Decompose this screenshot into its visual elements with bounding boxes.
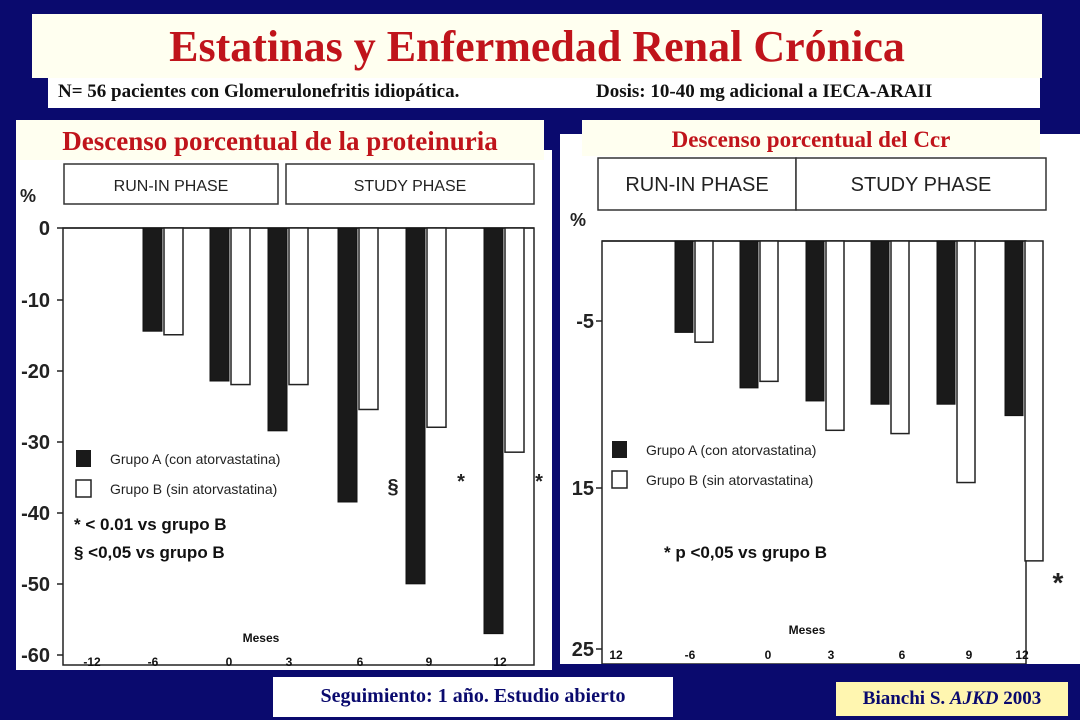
- undefined-x-tick-label: 9: [966, 648, 973, 662]
- undefined-x-tick-label: 3: [286, 655, 293, 669]
- undefined-bar-grupo-a: [405, 227, 426, 585]
- undefined-bar-grupo-b: [504, 227, 525, 453]
- undefined-bar-marker: §: [387, 476, 398, 498]
- undefined-bar-grupo-b: [956, 240, 976, 484]
- undefined-y-axis-label: %: [20, 186, 36, 206]
- undefined-bar-grupo-a: [870, 240, 890, 405]
- undefined-y-tick-label: -20: [21, 361, 50, 383]
- undefined-bar-marker: *: [1053, 567, 1064, 598]
- undefined-y-tick-label: -60: [21, 645, 50, 667]
- undefined-bar-grupo-a: [267, 227, 288, 432]
- undefined-y-tick-label: -50: [21, 574, 50, 596]
- citation-journal: AJKD: [949, 688, 999, 709]
- undefined-note: * p <0,05 vs grupo B: [664, 543, 827, 562]
- undefined-bar-grupo-a: [805, 240, 825, 402]
- undefined-bar-grupo-b: [163, 227, 184, 336]
- undefined-bar-grupo-b: [1024, 240, 1044, 562]
- undefined-bar-marker: *: [457, 471, 465, 493]
- undefined-bar-marker: *: [535, 471, 543, 493]
- footer-box: Seguimiento: 1 año. Estudio abierto: [272, 676, 674, 718]
- undefined-phase-label: RUN-IN PHASE: [114, 178, 229, 195]
- undefined-bar-grupo-a: [739, 240, 759, 389]
- undefined-bar-grupo-a: [1004, 240, 1024, 417]
- citation-box: Bianchi S. AJKD 2003: [836, 682, 1068, 716]
- undefined-bar-grupo-a: [209, 227, 230, 382]
- undefined-legend-label-a: Grupo A (con atorvastatina): [646, 442, 816, 458]
- undefined-y-tick-label: 25: [572, 639, 594, 661]
- slide-title: Estatinas y Enfermedad Renal Crónica: [169, 22, 905, 71]
- undefined-x-tick-label: 12: [1015, 648, 1029, 662]
- footer-text: Seguimiento: 1 año. Estudio abierto: [320, 685, 626, 707]
- undefined-phase-box: [795, 157, 1047, 211]
- undefined-x-tick-label: 0: [226, 655, 233, 669]
- citation-year: 2003: [1003, 688, 1042, 709]
- undefined-y-tick-label: 15: [572, 478, 594, 500]
- undefined-x-tick-label: 0: [765, 648, 772, 662]
- undefined-bar-grupo-a: [483, 227, 504, 635]
- undefined-x-axis-label: Meses: [243, 631, 280, 645]
- undefined-bar-grupo-b: [890, 240, 910, 435]
- undefined-bar-grupo-b: [759, 240, 779, 383]
- undefined-note: * < 0.01 vs grupo B: [74, 515, 227, 534]
- undefined-y-tick-label: -30: [21, 432, 50, 454]
- undefined-phase-box: [597, 157, 797, 211]
- undefined-bar-grupo-a: [337, 227, 358, 503]
- proteinuria-panel: RUN-IN PHASE STUDY PHASE 0 -10 -20 -30 -40 -50 -…: [16, 150, 552, 670]
- citation: Bianchi S. AJKD 2003: [836, 688, 1068, 710]
- undefined-legend-label-b: Grupo B (sin atorvastatina): [110, 481, 277, 497]
- undefined-legend-swatch-b: [75, 479, 92, 498]
- undefined-legend-label-a: Grupo A (con atorvastatina): [110, 451, 280, 467]
- undefined-bar-grupo-b: [358, 227, 379, 411]
- undefined-bar-grupo-b: [230, 227, 251, 386]
- undefined-x-tick-label: -12: [83, 655, 101, 669]
- undefined-bar-grupo-a: [674, 240, 694, 333]
- undefined-legend-swatch-b: [611, 470, 628, 489]
- undefined-y-tick-label: -5: [576, 311, 594, 333]
- undefined-x-tick-label: -6: [685, 648, 696, 662]
- undefined-y-tick-label: -10: [21, 290, 50, 312]
- undefined-bar-grupo-b: [288, 227, 309, 386]
- proteinuria-chart-title: Descenso porcentual de la proteinuria: [16, 120, 544, 160]
- subtitle-banner: N= 56 pacientes con Glomerulonefritis id…: [48, 78, 1040, 108]
- undefined-x-tick-label: 6: [899, 648, 906, 662]
- undefined-x-tick-label: 12: [609, 648, 623, 662]
- undefined-x-tick-label: 3: [828, 648, 835, 662]
- ccr-chart: RUN-IN PHASE STUDY PHASE -5 15 25% * Grupo A (…: [570, 157, 1064, 665]
- undefined-y-tick-label: -40: [21, 503, 50, 525]
- undefined-x-tick-label: 9: [426, 655, 433, 669]
- undefined-phase-box: [285, 163, 535, 205]
- undefined-x-tick-label: 12: [493, 655, 507, 669]
- undefined-x-tick-label: 6: [357, 655, 364, 669]
- ccr-chart-title: Descenso porcentual del Ccr: [582, 120, 1040, 156]
- undefined-y-tick-label: 0: [39, 218, 50, 240]
- undefined-note: § <0,05 vs grupo B: [74, 543, 225, 562]
- undefined-bar-grupo-b: [825, 240, 845, 432]
- citation-author: Bianchi S.: [862, 688, 946, 709]
- undefined-x-tick-label: -6: [148, 655, 159, 669]
- undefined-legend-swatch-a: [76, 450, 91, 467]
- undefined-x-axis-label: Meses: [789, 623, 826, 637]
- undefined-bar-grupo-b: [694, 240, 714, 343]
- title-banner: Estatinas y Enfermedad Renal Crónica: [32, 14, 1042, 78]
- undefined-phase-box: [63, 163, 279, 205]
- undefined-legend-label-b: Grupo B (sin atorvastatina): [646, 472, 813, 488]
- undefined-legend-swatch-a: [612, 441, 627, 458]
- undefined-y-axis-label: %: [570, 210, 586, 230]
- undefined-bar-grupo-b: [426, 227, 447, 429]
- subtitle-dose: Dosis: 10-40 mg adicional a IECA-ARAII: [596, 81, 933, 102]
- undefined-bar-grupo-a: [936, 240, 956, 405]
- proteinuria-chart: RUN-IN PHASE STUDY PHASE 0 -10 -20 -30 -40 -50 -…: [20, 163, 543, 669]
- undefined-phase-label: RUN-IN PHASE: [625, 174, 768, 196]
- subtitle-patients: N= 56 pacientes con Glomerulonefritis id…: [58, 81, 460, 102]
- ccr-panel: RUN-IN PHASE STUDY PHASE -5 15 25% * Grupo A (…: [560, 134, 1080, 665]
- undefined-phase-label: STUDY PHASE: [851, 174, 992, 196]
- undefined-bar-grupo-a: [142, 227, 163, 332]
- undefined-phase-label: STUDY PHASE: [354, 178, 467, 195]
